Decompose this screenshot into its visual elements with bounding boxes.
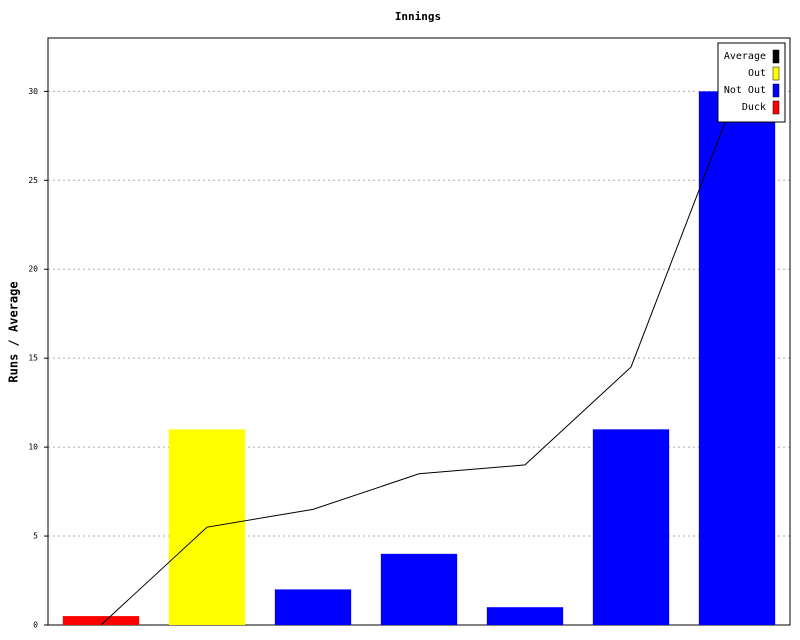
- y-tick-label: 25: [28, 176, 38, 185]
- legend-swatch: [772, 83, 780, 98]
- y-tick-label: 15: [28, 354, 38, 363]
- y-tick-label: 20: [28, 265, 38, 274]
- bar: [62, 616, 140, 625]
- legend-label: Duck: [742, 102, 766, 113]
- bar: [592, 429, 670, 625]
- plot-frame: [47, 37, 791, 626]
- legend-swatch: [772, 100, 780, 115]
- y-axis-label: Runs / Average: [7, 281, 21, 382]
- chart-title: Innings: [395, 10, 441, 23]
- y-tick-label: 30: [28, 87, 38, 96]
- bar: [486, 607, 564, 625]
- y-tick-label: 10: [28, 443, 38, 452]
- y-tick-label: 0: [33, 621, 38, 630]
- legend-swatch: [772, 66, 780, 81]
- legend-label: Out: [748, 68, 766, 79]
- legend-swatch: [772, 49, 780, 64]
- legend-label: Average: [724, 51, 766, 62]
- legend-label: Not Out: [724, 85, 766, 96]
- bar: [274, 589, 352, 625]
- bar: [698, 91, 776, 625]
- bar: [380, 553, 458, 625]
- y-tick-label: 5: [33, 532, 38, 541]
- average-line: [100, 91, 738, 626]
